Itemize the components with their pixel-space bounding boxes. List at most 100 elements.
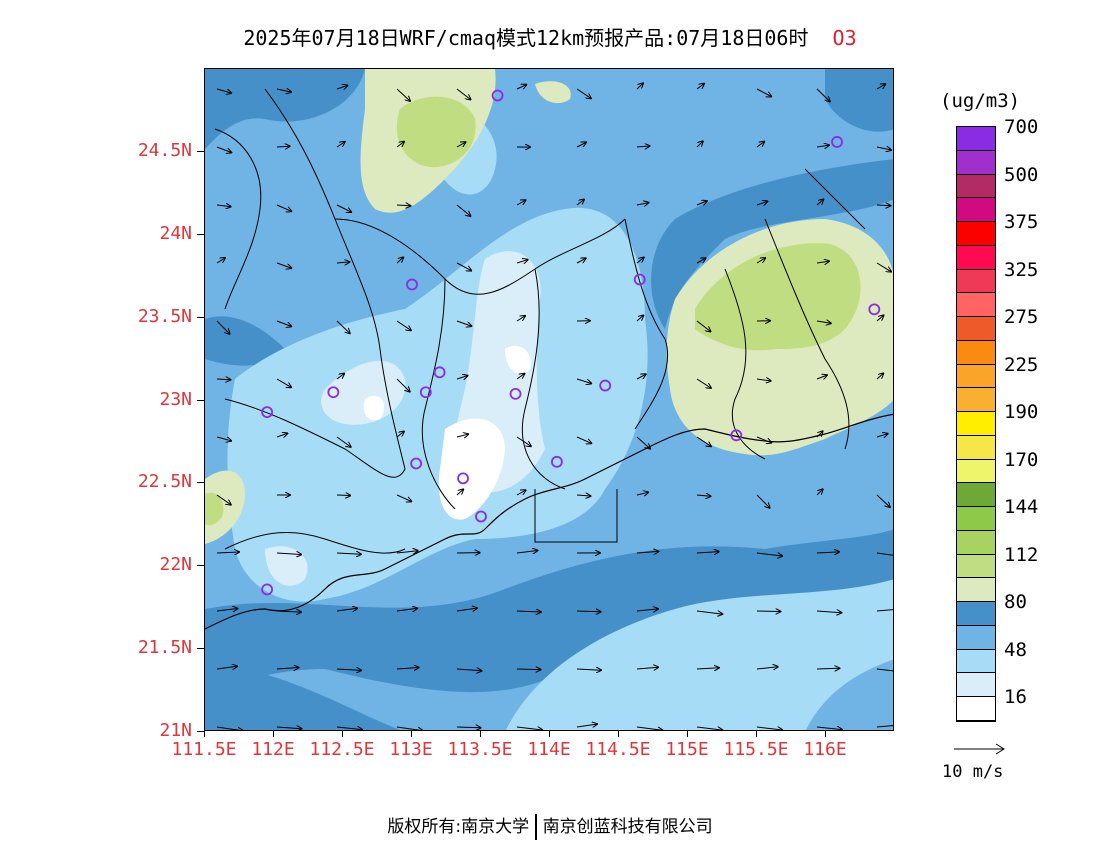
y-tick-label: 21.5N — [137, 637, 192, 659]
wind-arrow — [276, 668, 299, 670]
colorbar-label: 80 — [1004, 591, 1027, 614]
y-tick-label: 23.5N — [137, 305, 192, 327]
wind-arrow — [336, 262, 349, 263]
wind-arrow — [336, 669, 361, 670]
station-marker — [261, 583, 273, 596]
wind-arrow — [636, 436, 650, 449]
wind-arrow — [576, 378, 591, 383]
wind-arrow — [336, 374, 344, 380]
wind-arrow — [636, 609, 658, 611]
station-marker — [868, 303, 881, 316]
y-tick-label: 24.5N — [137, 139, 192, 161]
x-tick-mark — [273, 731, 274, 737]
colorbar-segment — [957, 340, 995, 365]
pollutant-label: O3 — [832, 26, 857, 50]
wind-arrow — [336, 86, 347, 90]
y-tick-mark — [197, 399, 204, 401]
y-tick-mark — [197, 731, 204, 732]
wind-arrow — [276, 146, 290, 147]
wind-arrow — [216, 726, 243, 730]
station-marker — [633, 273, 646, 286]
wind-arrow — [696, 726, 722, 730]
wind-arrow — [396, 432, 404, 438]
wind-arrow — [636, 203, 649, 205]
x-tick-label: 116E — [803, 739, 847, 760]
wind-arrow — [576, 436, 591, 443]
wind-arrow — [756, 494, 770, 508]
wind-arrow — [816, 375, 827, 379]
colorbar-segment — [957, 222, 995, 246]
y-tick-label: 22.5N — [137, 471, 192, 493]
colorbar-label: 112 — [1004, 543, 1039, 566]
wind-arrow — [696, 201, 707, 205]
wind-arrow — [396, 494, 411, 501]
colorbar-segment — [957, 578, 995, 603]
wind-vectors — [216, 83, 893, 730]
x-tick-label: 111.5E — [171, 739, 237, 760]
x-tick-mark — [825, 731, 826, 737]
colorbar-segment — [957, 317, 995, 341]
wind-arrow — [276, 378, 291, 387]
wind-arrow — [816, 668, 839, 669]
wind-arrow — [696, 436, 711, 446]
wind-arrow — [396, 551, 418, 553]
y-tick-label: 21N — [159, 720, 192, 741]
x-tick-label: 115E — [665, 739, 709, 760]
y-tick-label: 24N — [159, 222, 192, 244]
colorbar-label: 16 — [1004, 686, 1027, 709]
wind-arrow — [636, 315, 643, 322]
forecast-map — [205, 69, 893, 730]
wind-arrow — [696, 668, 719, 669]
y-tick-mark — [197, 648, 204, 650]
wind-arrow — [756, 379, 771, 381]
station-marker — [831, 136, 843, 148]
wind-arrow — [636, 726, 662, 730]
wind-arrow — [816, 552, 839, 553]
wind-arrow — [816, 321, 831, 323]
station-marker — [509, 387, 522, 400]
wind-arrow — [216, 436, 231, 441]
wind-arrow — [276, 553, 301, 555]
wind-arrow — [576, 611, 601, 612]
wind-arrow — [696, 495, 711, 496]
x-tick-label: 114E — [527, 739, 571, 760]
wind-arrow — [396, 257, 403, 264]
wind-arrow — [396, 142, 404, 148]
wind-arrow — [756, 727, 782, 730]
wind-arrow — [336, 495, 350, 496]
wind-arrow — [516, 200, 526, 206]
wind-arrow — [876, 315, 884, 322]
wind-arrow — [456, 669, 481, 671]
station-marker — [410, 457, 423, 470]
wind-arrow — [816, 489, 823, 496]
wind-arrow — [516, 669, 541, 670]
wind-arrow — [576, 142, 586, 148]
x-tick-mark — [756, 731, 757, 737]
wind-arrow — [456, 727, 481, 728]
wind-arrow — [276, 262, 291, 268]
colorbar-segment — [957, 127, 995, 151]
colorbar-segment — [957, 483, 995, 508]
wind-arrow — [756, 436, 771, 443]
wind-arrow — [396, 88, 410, 101]
wind-arrow — [576, 669, 601, 670]
x-tick-mark — [618, 731, 619, 737]
wind-arrow — [696, 378, 711, 388]
wind-arrow — [696, 610, 722, 614]
wind-arrow — [876, 494, 890, 507]
colorbar-label: 700 — [1004, 116, 1039, 138]
wind-arrow — [456, 434, 468, 437]
wind-arrow — [876, 84, 885, 90]
x-tick-mark — [204, 731, 205, 737]
x-tick-label: 115.5E — [723, 739, 789, 760]
colorbar-segment — [957, 364, 995, 389]
colorbar-label: 275 — [1004, 306, 1039, 329]
wind-arrow — [816, 145, 829, 147]
wind-key-label: 10 m/s — [942, 762, 1004, 782]
wind-arrow — [216, 205, 231, 207]
wind-arrow — [756, 667, 778, 669]
wind-arrow — [756, 258, 765, 264]
colorbar-segment — [957, 697, 995, 721]
colorbar-unit: (ug/m3) — [940, 90, 1021, 112]
wind-arrow — [636, 258, 644, 264]
